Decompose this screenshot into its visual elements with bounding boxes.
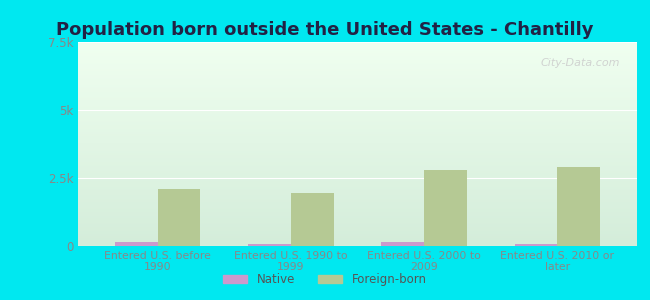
Bar [424,170,467,246]
Bar [291,193,333,246]
Text: City-Data.com: City-Data.com [541,58,620,68]
Bar [248,244,291,246]
Bar [115,242,158,246]
Bar [515,244,557,246]
Bar [158,189,200,246]
Legend: Native, Foreign-born: Native, Foreign-born [219,269,431,291]
Bar [557,167,600,246]
Bar [382,242,424,246]
Text: Population born outside the United States - Chantilly: Population born outside the United State… [57,21,593,39]
